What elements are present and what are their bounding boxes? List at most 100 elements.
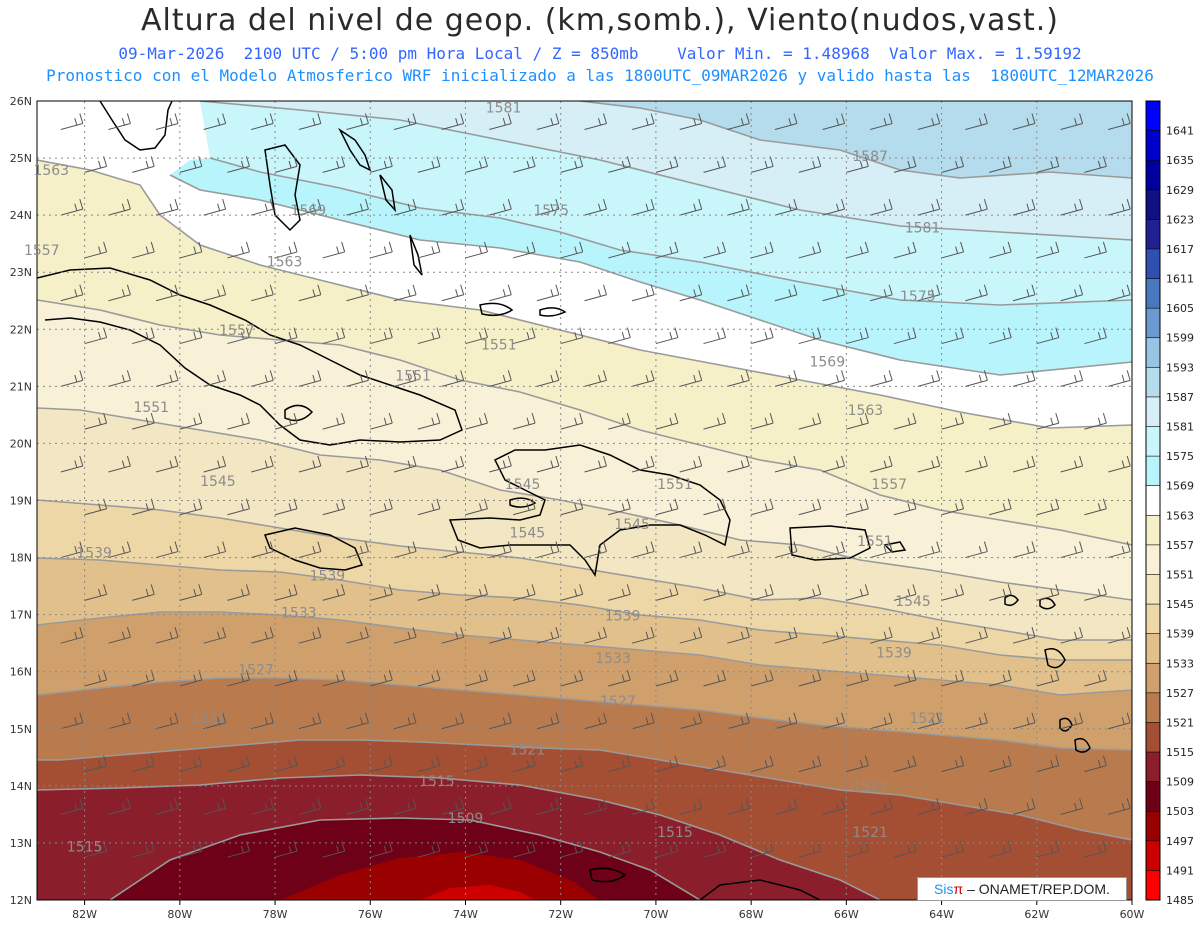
wind-barb <box>1084 841 1107 858</box>
wind-barb <box>155 455 179 473</box>
wind-barb <box>917 541 941 559</box>
wind-barb <box>322 241 346 259</box>
wind-barb <box>1036 327 1060 345</box>
wind-barb <box>370 755 393 773</box>
wind-barb <box>870 370 893 387</box>
contour-label: 1521 <box>852 825 888 841</box>
wind-barb <box>322 669 346 687</box>
wind-barb <box>108 284 131 302</box>
wind-barb <box>655 584 679 601</box>
wind-barb <box>584 113 607 131</box>
wind-barb <box>465 584 488 601</box>
wind-barb <box>1060 712 1084 730</box>
wind-barb <box>512 841 536 858</box>
lat-tick-label: 23N <box>10 266 32 279</box>
wind-barb <box>774 541 798 559</box>
wind-barb <box>608 755 631 773</box>
wind-barb <box>298 712 322 730</box>
wind-barb <box>631 798 655 815</box>
wind-barb <box>1060 541 1084 559</box>
wind-barb <box>1012 627 1036 644</box>
contour-label: 1521 <box>909 711 945 727</box>
credit-onamet: – ONAMET/REP.DOM. <box>967 881 1110 897</box>
wind-barb <box>274 584 298 601</box>
colorbar-swatch <box>1146 574 1160 605</box>
wind-barb <box>989 498 1012 516</box>
wind-barb <box>870 627 893 644</box>
wind-barb <box>322 413 346 430</box>
colorbar-label: 1593 <box>1166 361 1194 374</box>
wind-barb <box>1084 498 1107 516</box>
lon-tick-label: 78W <box>263 908 288 921</box>
lon-axis-labels: 82W 80W 78W 76W 74W 72W 70W 68W 66W 64W 62W 60W <box>72 900 1145 921</box>
contour-label: 1515 <box>419 774 455 790</box>
wind-barb <box>346 541 369 559</box>
wind-barb <box>679 113 703 131</box>
wind-barb <box>155 541 179 559</box>
contour-label: 1527 <box>852 780 888 796</box>
wind-barb <box>798 241 822 259</box>
wind-barb <box>1060 627 1084 644</box>
contour-label: 1563 <box>848 403 884 419</box>
wind-barb <box>1084 241 1107 259</box>
contour-label: 1527 <box>238 663 274 679</box>
wind-barb <box>441 455 465 473</box>
florida-coast <box>99 101 173 151</box>
wind-barb <box>1060 198 1084 216</box>
lat-tick-label: 14N <box>10 780 32 793</box>
wind-barb <box>1108 198 1131 216</box>
wind-barb <box>251 541 274 559</box>
turks-caicos <box>539 307 567 317</box>
wind-barb <box>1036 669 1060 687</box>
wind-barb <box>465 413 488 430</box>
venezuela-coast <box>699 879 821 900</box>
wind-barb <box>274 755 298 773</box>
wind-barb <box>84 755 108 773</box>
wind-barb <box>417 584 441 601</box>
wind-barb <box>108 455 131 473</box>
colorbar-swatch <box>1146 189 1160 220</box>
wind-barb <box>631 198 655 216</box>
colorbar-label: 1587 <box>1166 391 1194 404</box>
wind-barb <box>346 798 369 815</box>
wind-barb <box>727 455 750 473</box>
wind-barb <box>989 841 1012 858</box>
wind-barb <box>465 841 488 858</box>
lat-tick-label: 15N <box>10 723 32 736</box>
wind-barb <box>917 798 941 815</box>
wind-barb <box>1012 284 1036 302</box>
wind-barb <box>489 712 512 730</box>
wind-barb <box>1060 798 1084 815</box>
wind-barb <box>1060 455 1084 473</box>
lon-tick-label: 62W <box>1024 908 1049 921</box>
cuba-coast <box>37 267 463 446</box>
wind-barb <box>608 584 631 601</box>
wind-barb <box>1108 455 1131 473</box>
colorbar-swatch <box>1146 633 1160 664</box>
wind-barb <box>846 755 869 773</box>
band-1551 <box>37 300 1132 600</box>
wind-barb <box>1036 498 1060 516</box>
wind-barb <box>132 584 155 601</box>
wind-barb <box>298 198 322 216</box>
wind-barb <box>703 413 727 430</box>
wind-barb <box>465 498 488 516</box>
aruba-curacao <box>589 867 627 883</box>
wind-barb <box>822 798 846 815</box>
wind-barb <box>631 284 655 302</box>
wind-barb <box>417 156 441 173</box>
wind-barb <box>703 498 727 516</box>
wind-barb <box>251 113 274 131</box>
wind-barb <box>512 669 536 687</box>
wind-barb <box>631 712 655 730</box>
colorbar-label: 1581 <box>1166 421 1194 434</box>
wind-barb <box>1108 541 1131 559</box>
wind-barb <box>631 627 655 644</box>
contour-label: 1515 <box>67 839 103 855</box>
wind-barb <box>489 541 512 559</box>
wind-barb <box>155 627 179 644</box>
lesser-antilles-3 <box>1044 648 1066 669</box>
band-1545 <box>37 408 1132 640</box>
wind-barb <box>227 498 250 516</box>
wind-barb <box>822 541 846 559</box>
